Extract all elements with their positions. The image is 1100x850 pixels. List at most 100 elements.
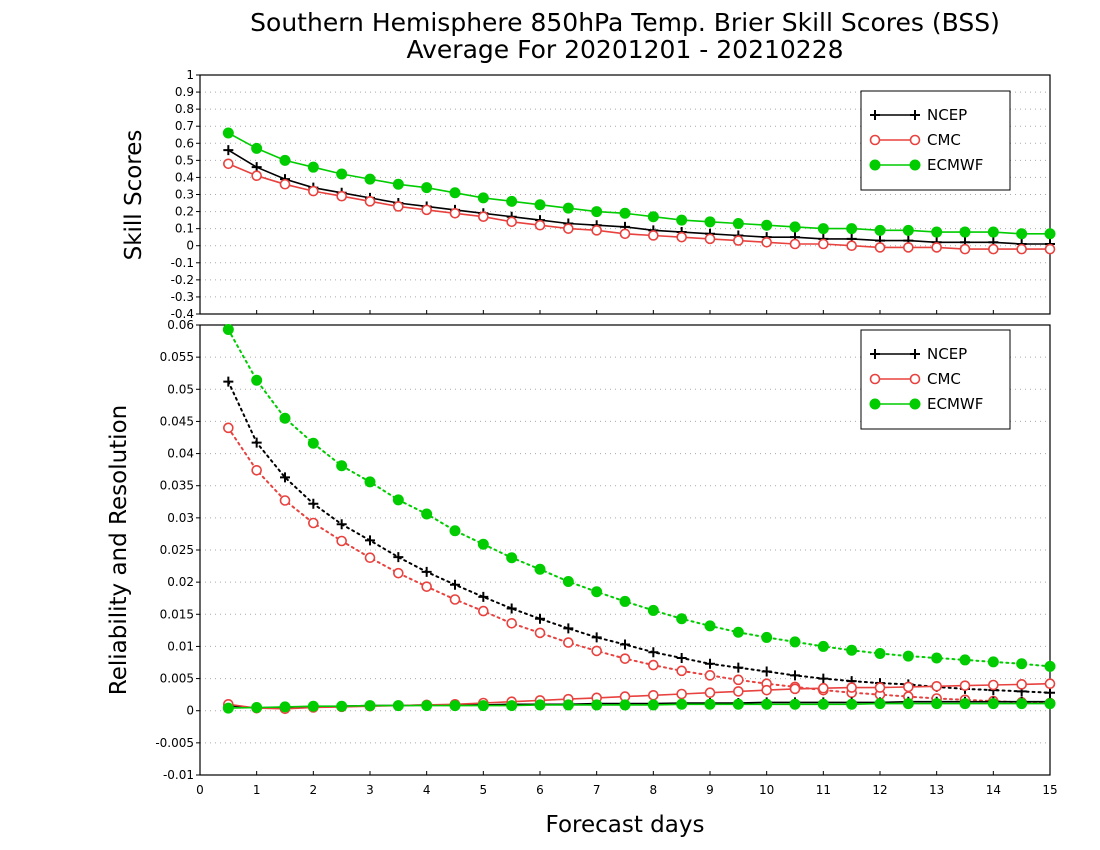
bottom-point-cmc-dotted [364,552,376,564]
bottom-point-ncep-dotted [450,579,460,590]
bottom-point-ncep-dotted [563,623,574,634]
top-legend-marker-ecmwf [909,159,921,171]
bottom-x-tick-label: 0 [196,783,204,797]
top-point-ecmwf-solid [959,226,971,238]
top-point-cmc-solid [676,231,687,243]
bottom-point-ecmwf-solid [279,701,291,713]
top-point-ecmwf-solid [222,127,234,139]
top-point-cmc-solid [478,211,489,222]
top-point-ecmwf-solid [392,178,404,190]
bottom-point-ecmwf-dotted [789,636,801,648]
top-legend-marker-cmc [869,134,881,146]
bottom-point-ncep-dotted [365,535,375,546]
bottom-point-ecmwf-dotted [506,552,518,564]
bottom-point-ecmwf-solid [336,700,348,712]
bottom-point-ncep-dotted [676,653,687,663]
bottom-panel: -0.01 -0.005 0 0.005 0.01 0.015 0.02 0.025 0.03 0… [155,318,1057,797]
bottom-point-ncep-dotted [591,632,602,643]
top-point-cmc-solid [761,237,772,248]
bottom-point-ecmwf-dotted [364,476,376,488]
bottom-point-ecmwf-dotted [534,563,546,575]
bottom-point-ecmwf-dotted [987,656,999,668]
bottom-y-tick-label: -0.01 [163,768,194,782]
bottom-legend-marker-ecmwf [869,398,881,410]
top-point-ecmwf-solid [987,226,999,238]
bottom-point-ecmwf-solid [647,699,659,711]
top-legend-box [860,90,1011,191]
bottom-y-tick-label: 0.05 [167,382,194,396]
top-y-tick-label: -0.2 [171,273,194,287]
top-point-ecmwf-solid [647,211,659,223]
top-point-ecmwf-solid [591,206,603,218]
top-point-cmc-solid [393,201,404,212]
bottom-x-tick-label: 1 [253,783,261,797]
bottom-point-ncep-dotted [280,472,290,483]
top-point-cmc-solid [846,240,857,252]
top-point-ecmwf-solid [562,202,574,214]
x-axis-title: Forecast days [546,812,705,838]
bottom-point-cmc-dotted [449,594,461,605]
bottom-point-ncep-dotted [506,603,517,614]
bottom-y-tick-label: 0.035 [160,479,194,493]
top-legend-label-ncep: NCEP [927,106,967,124]
bottom-y-tick-label: 0.025 [160,543,194,557]
top-point-ecmwf-solid [704,216,716,228]
bottom-point-ecmwf-dotted [449,525,461,537]
top-point-ecmwf-solid [421,182,433,194]
bottom-point-cmc-solid [1044,678,1056,690]
top-y-tick-label: 1 [186,68,194,82]
top-point-cmc-solid [959,243,971,255]
bottom-point-cmc-dotted [308,517,319,529]
bottom-point-ecmwf-solid [421,700,433,712]
bottom-y-axis-title: Reliability and Resolution [106,405,132,695]
bottom-legend-label-ncep: NCEP [927,345,967,363]
bottom-point-ecmwf-dotted [732,626,744,638]
top-point-ecmwf-solid [902,224,914,236]
bottom-point-ecmwf-dotted [647,604,659,616]
bottom-point-cmc-dotted [704,670,716,681]
top-point-ecmwf-solid [534,199,546,211]
top-legend-marker-ncep [870,110,880,120]
bottom-point-ecmwf-dotted [676,613,688,625]
bottom-point-ncep-dotted [223,376,234,387]
bottom-point-ecmwf-dotted [761,631,773,643]
bottom-point-ecmwf-solid [987,698,999,710]
bottom-point-cmc-solid [676,688,687,700]
bottom-legend-marker-ncep [870,349,880,359]
bottom-point-cmc-dotted [619,653,631,664]
top-point-cmc-solid [1044,243,1056,255]
bottom-point-ecmwf-solid [307,700,319,712]
bottom-point-ecmwf-dotted [1016,658,1028,670]
top-y-tick-label: 0.9 [175,85,194,99]
bottom-legend-marker-ncep [910,349,920,359]
bottom-point-cmc-solid [846,682,857,693]
bottom-y-tick-label: 0.02 [167,575,194,589]
bottom-x-tick-label: 13 [929,783,944,797]
bottom-point-ncep-dotted [393,552,404,563]
bottom-point-ncep-dotted [308,498,319,509]
bottom-point-cmc-solid [761,684,772,696]
top-y-tick-label: 0 [186,239,194,253]
top-point-cmc-solid [931,242,942,253]
bottom-point-ncep-dotted [790,670,800,681]
top-point-ecmwf-solid [364,173,376,185]
top-point-ecmwf-solid [732,218,744,230]
bottom-point-ecmwf-dotted [902,650,914,662]
top-point-ecmwf-solid [761,219,773,231]
bottom-point-cmc-solid [818,682,829,694]
bottom-point-ecmwf-dotted [619,595,631,607]
bottom-point-ecmwf-solid [449,700,461,712]
bottom-point-ecmwf-solid [251,702,263,713]
bottom-point-cmc-solid [733,686,744,697]
top-point-cmc-solid [534,219,546,231]
bottom-point-cmc-dotted [279,495,291,506]
bottom-point-ncep-dotted [705,658,715,669]
bottom-legend-marker-ecmwf [909,398,921,410]
bottom-point-ecmwf-dotted [1044,660,1056,672]
bottom-point-ncep-dotted [648,647,659,658]
bottom-point-cmc-solid [959,680,971,691]
top-y-tick-label: 0.4 [175,170,194,184]
bottom-point-ecmwf-dotted [421,508,433,520]
bottom-legend-label-ecmwf: ECMWF [927,395,983,413]
bottom-y-tick-label: 0.01 [167,639,194,653]
